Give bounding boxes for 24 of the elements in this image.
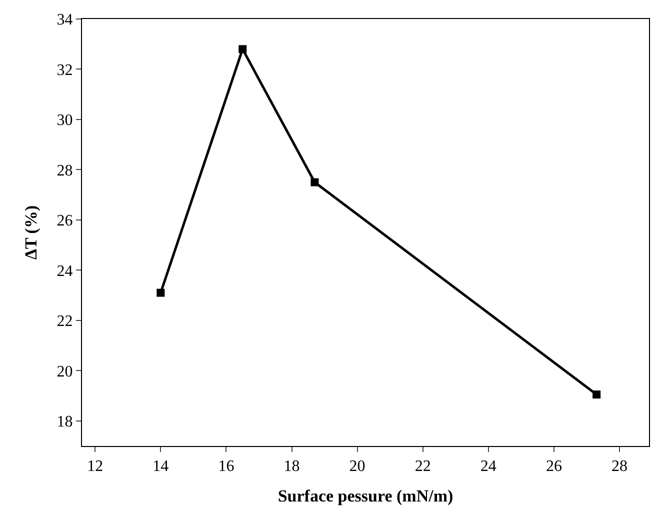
point <box>310 178 319 186</box>
x-tick-label: 20 <box>349 458 366 476</box>
point <box>238 45 247 54</box>
x-tick-label: 18 <box>284 458 300 476</box>
y-tick-label: 28 <box>56 162 73 180</box>
y-tick-label: 20 <box>56 363 73 380</box>
y-axis-title: ΔT (%) <box>21 205 40 260</box>
point <box>592 390 601 399</box>
y-tick-label: 30 <box>56 112 73 130</box>
x-tick-label: 28 <box>612 458 628 476</box>
x-tick-label: 22 <box>414 458 431 476</box>
y-tick-label: 24 <box>56 262 73 280</box>
x-axis-title: Surface pessure (mN/m) <box>278 486 454 506</box>
x-tick-label: 16 <box>218 458 234 476</box>
y-tick-label: 32 <box>56 62 73 79</box>
y-tick-label: 26 <box>56 212 73 230</box>
point <box>156 288 165 297</box>
x-tick-label: 12 <box>87 458 104 476</box>
x-tick-label: 14 <box>152 458 169 476</box>
y-tick-label: 18 <box>56 413 73 430</box>
x-tick-label: 26 <box>546 458 562 476</box>
y-tick-label: 34 <box>56 12 73 29</box>
x-tick-label: 24 <box>480 458 496 476</box>
y-tick-label: 22 <box>56 313 73 330</box>
